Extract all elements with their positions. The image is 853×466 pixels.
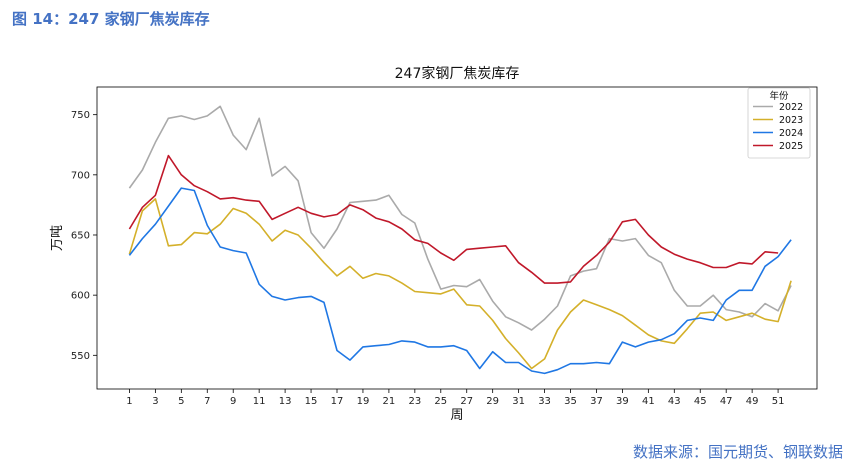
series-line-2022	[128, 105, 792, 331]
x-tick-label: 9	[230, 396, 236, 407]
x-tick-label: 33	[538, 396, 551, 407]
chart-title: 247家钢厂焦炭库存	[395, 65, 520, 82]
series-line-2024	[128, 187, 792, 375]
y-tick-label: 700	[71, 170, 90, 181]
x-tick-label: 15	[305, 396, 318, 407]
x-tick-label: 27	[460, 396, 473, 407]
x-tick-label: 45	[694, 396, 707, 407]
x-tick-label: 3	[152, 396, 158, 407]
x-tick-label: 31	[512, 396, 525, 407]
legend-label: 2025	[779, 141, 803, 152]
y-tick-label: 600	[71, 291, 90, 302]
plot-frame	[96, 86, 818, 390]
x-tick-label: 49	[746, 396, 759, 407]
y-axis-title: 万吨	[50, 225, 65, 251]
x-tick-label: 21	[383, 396, 396, 407]
x-tick-label: 39	[616, 396, 629, 407]
x-tick-label: 51	[772, 396, 785, 407]
y-tick-label: 550	[71, 351, 90, 362]
x-tick-label: 13	[279, 396, 292, 407]
legend-title: 年份	[769, 90, 789, 102]
series-line-2023	[128, 198, 792, 370]
x-axis: 1 3 5 7 9 11 13 15 17 19 21 23 25 27 29 31 33 35 37 39 41 43 4…	[126, 389, 784, 407]
x-tick-label: 17	[331, 396, 344, 407]
x-tick-label: 29	[486, 396, 499, 407]
legend: 年份 2022 2023 2024 2025	[747, 87, 811, 159]
y-tick-label: 650	[71, 230, 90, 241]
x-tick-label: 5	[178, 396, 184, 407]
x-tick-label: 37	[590, 396, 603, 407]
legend-label: 2023	[779, 115, 803, 126]
legend-box	[747, 87, 811, 159]
x-tick-label: 25	[434, 396, 447, 407]
x-tick-label: 19	[357, 396, 370, 407]
figure-caption: 图 14：247 家钢厂焦炭库存	[12, 10, 210, 28]
x-tick-label: 11	[253, 396, 266, 407]
x-tick-label: 1	[126, 396, 132, 407]
x-tick-label: 35	[564, 396, 577, 407]
series-lines	[128, 105, 792, 375]
x-tick-label: 23	[408, 396, 421, 407]
x-axis-title: 周	[450, 408, 463, 423]
x-tick-label: 41	[642, 396, 655, 407]
y-tick-label: 750	[71, 110, 90, 121]
legend-label: 2024	[779, 128, 803, 139]
x-tick-label: 7	[204, 396, 210, 407]
x-tick-label: 43	[668, 396, 681, 407]
legend-label: 2022	[779, 102, 803, 113]
x-tick-label: 47	[720, 396, 733, 407]
y-axis: 550 600 650 700 750	[71, 110, 97, 362]
series-line-2025	[128, 154, 779, 284]
source-note: 数据来源：国元期货、钢联数据	[632, 443, 843, 461]
